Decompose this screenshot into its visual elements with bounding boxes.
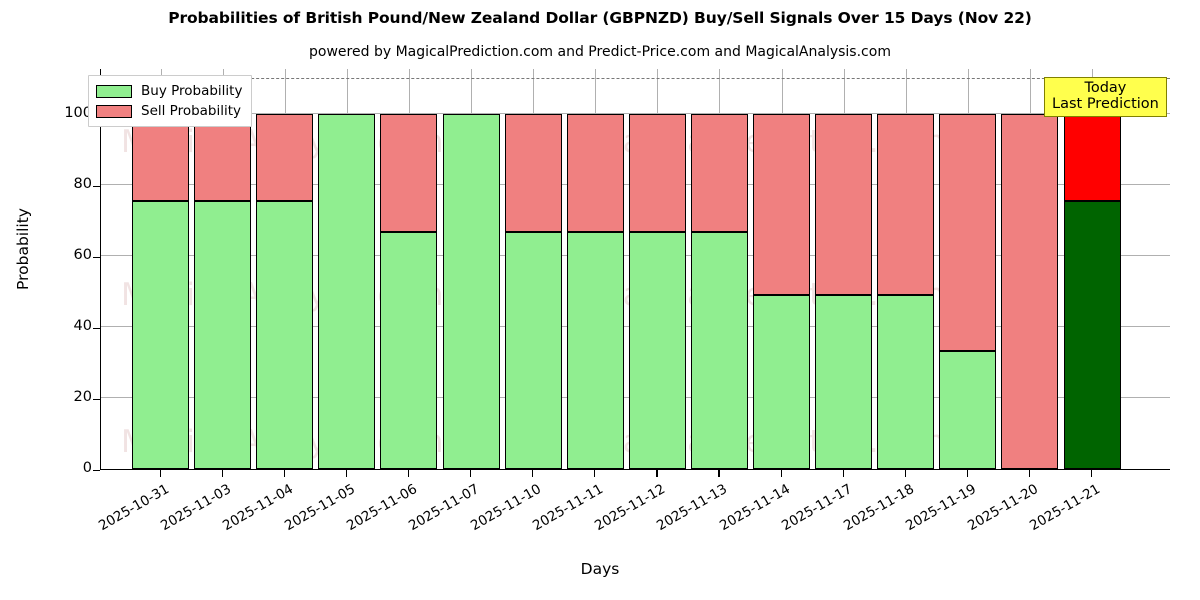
y-axis-tick-label: 60: [73, 247, 92, 264]
x-axis-tick-mark: [345, 470, 348, 477]
legend-item-sell: Sell Probability: [96, 101, 242, 121]
y-axis-tick-mark: [93, 470, 100, 472]
x-axis-tick-mark: [159, 470, 161, 477]
bar-segment-sell[interactable]: [628, 114, 686, 233]
bar-segment-sell[interactable]: [1063, 114, 1121, 202]
bar-segment-sell[interactable]: [566, 114, 624, 233]
x-axis-tick-mark: [407, 470, 410, 477]
chart-subtitle: powered by MagicalPrediction.com and Pre…: [309, 44, 891, 60]
legend-item-buy: Buy Probability: [96, 81, 242, 101]
x-axis-tick-mark: [904, 470, 906, 477]
bar-group[interactable]: [256, 68, 314, 469]
bar-segment-buy[interactable]: [318, 114, 376, 469]
bar-segment-buy[interactable]: [194, 201, 252, 469]
plot-area: MagicalAnalysis.comMagicalPrediction.com…: [100, 69, 1170, 470]
x-axis-tick-mark: [966, 470, 969, 477]
x-axis-tick-mark: [470, 470, 472, 477]
x-axis-tick-mark: [718, 470, 720, 477]
bar-group[interactable]: [1001, 68, 1059, 469]
bar-segment-sell[interactable]: [939, 114, 997, 351]
bar-segment-buy[interactable]: [815, 295, 873, 469]
y-axis-tick-mark: [93, 399, 100, 401]
bar-segment-buy[interactable]: [132, 201, 189, 469]
bar-segment-buy[interactable]: [504, 232, 562, 469]
threshold-dashed-line: [101, 77, 1170, 79]
x-axis-tick-mark: [842, 470, 844, 477]
today-annotation: Today Last Prediction: [1044, 77, 1167, 118]
y-axis-tick-mark: [93, 257, 100, 259]
bar-group[interactable]: [566, 68, 624, 469]
x-axis-tick-mark: [1028, 470, 1031, 477]
bar-group[interactable]: [628, 68, 686, 469]
bar-group[interactable]: [690, 68, 748, 469]
chart-legend: Buy Probability Sell Probability: [88, 75, 253, 127]
bar-segment-buy[interactable]: [753, 295, 810, 469]
y-axis-label: Probability: [14, 208, 32, 290]
bar-group[interactable]: [504, 68, 562, 469]
bar-segment-sell[interactable]: [815, 114, 873, 296]
bar-segment-buy[interactable]: [690, 232, 748, 469]
plot-inner: MagicalAnalysis.comMagicalPrediction.com…: [101, 69, 1170, 469]
x-axis-tick-mark: [1091, 470, 1093, 477]
bar-segment-sell[interactable]: [380, 114, 438, 233]
bar-segment-sell[interactable]: [504, 114, 562, 233]
bar-segment-sell[interactable]: [753, 114, 810, 296]
bar-segment-buy[interactable]: [939, 350, 997, 469]
bar-segment-buy[interactable]: [877, 295, 935, 469]
legend-label-buy: Buy Probability: [141, 83, 243, 99]
bar-segment-sell[interactable]: [877, 114, 935, 296]
y-axis-tick-label: 20: [73, 389, 92, 406]
y-axis-tick-mark: [93, 328, 100, 330]
gridline-horizontal: [101, 113, 1170, 115]
y-axis-tick-mark: [93, 186, 100, 188]
bar-segment-sell[interactable]: [690, 114, 748, 233]
x-axis-tick-mark: [283, 470, 285, 477]
bar-group[interactable]: [1063, 68, 1121, 469]
bar-segment-buy[interactable]: [566, 232, 624, 469]
bar-segment-sell[interactable]: [132, 114, 189, 202]
x-axis-tick-mark: [221, 470, 223, 477]
today-annotation-line2: Last Prediction: [1052, 96, 1159, 113]
bar-group[interactable]: [815, 68, 873, 469]
y-axis-tick-label: 40: [73, 318, 92, 335]
bar-segment-sell[interactable]: [194, 114, 252, 202]
x-axis-tick-mark: [780, 470, 782, 477]
bar-group[interactable]: [318, 68, 376, 469]
bar-segment-buy[interactable]: [380, 232, 438, 469]
bar-segment-buy[interactable]: [1063, 201, 1121, 469]
bar-group[interactable]: [939, 68, 997, 469]
bar-segment-buy[interactable]: [442, 114, 500, 469]
bar-group[interactable]: [132, 68, 189, 469]
bar-segment-sell[interactable]: [256, 114, 314, 202]
x-axis-tick-mark: [532, 470, 534, 477]
bar-segment-buy[interactable]: [256, 201, 314, 469]
bar-group[interactable]: [877, 68, 935, 469]
y-axis-tick-label: 80: [73, 176, 92, 193]
legend-swatch-buy: [96, 84, 132, 98]
bar-group[interactable]: [753, 68, 810, 469]
legend-swatch-sell: [96, 104, 132, 118]
chart-title: Probabilities of British Pound/New Zeala…: [168, 9, 1032, 27]
bar-group[interactable]: [194, 68, 252, 469]
bar-segment-buy[interactable]: [628, 232, 686, 469]
bar-group[interactable]: [380, 68, 438, 469]
x-axis-label: Days: [580, 560, 620, 578]
y-axis-tick-label: 0: [82, 460, 92, 476]
y-axis-tick-label: 100: [64, 105, 92, 122]
x-axis-tick-mark: [656, 470, 658, 477]
today-annotation-line1: Today: [1084, 80, 1127, 96]
x-axis-tick-mark: [594, 470, 596, 477]
bar-group[interactable]: [442, 68, 500, 469]
legend-label-sell: Sell Probability: [141, 103, 242, 119]
bar-segment-sell[interactable]: [1001, 114, 1059, 469]
